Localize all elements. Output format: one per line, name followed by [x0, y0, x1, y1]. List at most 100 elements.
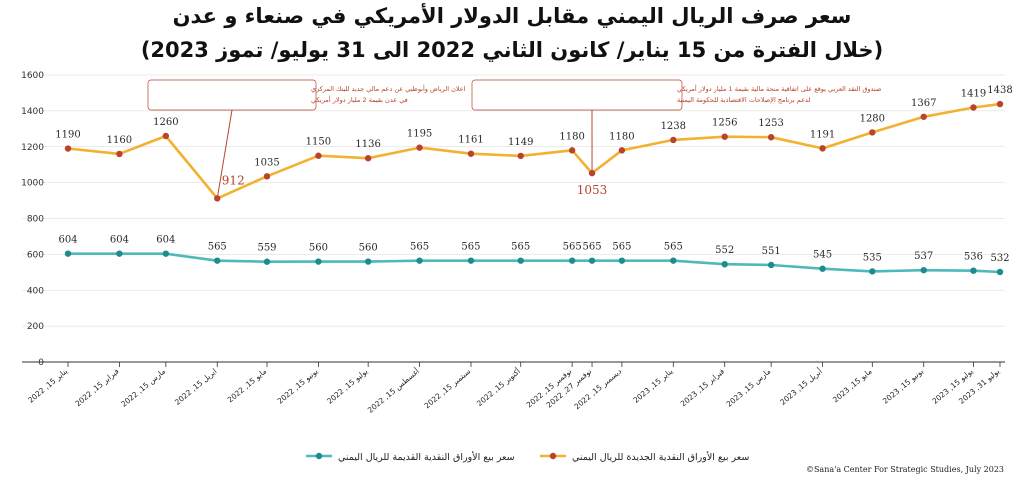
x-tick-label: فبراير 15, 2022	[73, 366, 121, 408]
y-tick-label: 0	[38, 358, 44, 368]
data-point	[263, 173, 271, 180]
data-point	[588, 169, 596, 177]
annotation-text: في عدن بقيمة 2 مليار دولار أمريكي	[311, 95, 408, 104]
data-point	[767, 134, 775, 141]
data-point	[869, 129, 876, 136]
data-label: 560	[359, 243, 378, 254]
data-label: 1367	[911, 98, 936, 109]
data-label: 537	[914, 251, 933, 262]
x-tick-label: يونيو 15, 2023	[881, 367, 925, 406]
annotation-text: لدعم برنامج الإصلاحات الاقتصادية للحكومة…	[677, 96, 810, 104]
x-tick-label: يونيو 15, 2022	[276, 367, 320, 406]
data-point	[162, 250, 170, 257]
chart-subtitle: (خلال الفترة من 15 يناير/ كانون الثاني 2…	[140, 38, 884, 62]
data-label: 1180	[559, 131, 584, 142]
x-tick-label: يناير 15, 2023	[632, 367, 675, 405]
x-tick-label: مارس 15, 2023	[725, 367, 773, 409]
x-tick-label: سبتمبر 15, 2022	[423, 367, 473, 411]
data-label: 1180	[609, 131, 634, 142]
data-label: 1136	[355, 139, 380, 150]
data-label: 552	[715, 245, 734, 256]
data-point	[568, 147, 576, 154]
legend-label: سعر بيع الأوراق النقدية القديمة للريال ا…	[338, 451, 515, 463]
annotation-box	[471, 79, 683, 111]
x-tick-label: ابريل 15, 2022	[173, 367, 219, 407]
data-point	[996, 100, 1004, 108]
data-point	[214, 195, 221, 202]
x-tick-label: أغسطس 15, 2022	[365, 366, 421, 415]
data-label: 1161	[458, 135, 483, 146]
data-label: 559	[257, 243, 276, 254]
data-label: 1035	[254, 157, 279, 168]
data-point	[416, 144, 423, 151]
data-label: 565	[612, 242, 631, 253]
annotation-box	[147, 79, 317, 111]
data-label: 604	[156, 235, 175, 246]
data-label: 565	[511, 242, 530, 253]
y-tick-label: 200	[27, 322, 44, 332]
data-label: 604	[110, 235, 129, 246]
data-point	[116, 250, 123, 257]
data-point	[670, 257, 677, 264]
y-tick-label: 400	[27, 286, 44, 296]
data-label: 1149	[508, 137, 533, 148]
y-tick-label: 1400	[21, 107, 44, 117]
data-label: 565	[208, 242, 227, 253]
data-label: 545	[813, 250, 832, 261]
annotation-text: صندوق النقد العربي يوقع على اتفاقية منحة…	[677, 84, 882, 93]
data-point	[467, 150, 475, 157]
data-point	[819, 265, 826, 272]
data-label: 565	[410, 242, 429, 253]
data-point	[970, 104, 977, 111]
x-tick-label: فبراير 15, 2023	[679, 366, 727, 408]
y-tick-label: 600	[27, 250, 44, 260]
data-label: 604	[58, 235, 77, 246]
source-credit: ©Sana'a Center For Strategic Studies, Ju…	[805, 465, 1004, 474]
legend-marker	[549, 452, 557, 460]
data-point	[517, 152, 524, 160]
data-point	[568, 257, 576, 264]
data-label: 1280	[860, 113, 885, 124]
data-label: 565	[664, 242, 683, 253]
data-point	[162, 132, 170, 140]
data-point	[721, 133, 728, 140]
x-tick-label: أكتوبر 15, 2022	[474, 366, 522, 408]
data-point	[214, 257, 221, 264]
data-point	[920, 266, 927, 274]
y-tick-label: 1200	[21, 143, 44, 153]
data-label: 560	[309, 243, 328, 254]
data-label: 1419	[961, 88, 986, 99]
series-line	[68, 252, 1001, 274]
data-label: 1256	[712, 118, 737, 129]
y-tick-label: 1000	[21, 179, 44, 189]
x-tick-label: مارس 15, 2022	[119, 367, 167, 409]
data-point	[364, 258, 372, 265]
data-label: 536	[964, 252, 983, 263]
data-point	[869, 268, 876, 275]
data-label: 565	[461, 242, 480, 253]
y-tick-label: 1600	[21, 71, 44, 81]
data-label: 1053	[577, 183, 608, 197]
annotation-text: اعلان الرياض وأبوظبي عن دعم مالي جديد لل…	[311, 84, 466, 93]
data-point	[670, 136, 677, 144]
x-tick-label: يناير 15, 2022	[26, 367, 69, 405]
data-point	[588, 257, 596, 264]
x-tick-label: مايو 15, 2022	[226, 367, 269, 405]
data-point	[315, 152, 322, 159]
data-point	[64, 250, 72, 257]
data-point	[263, 258, 271, 265]
data-label: 532	[990, 253, 1009, 264]
legend-marker	[315, 452, 323, 460]
data-point	[467, 257, 475, 264]
chart-title: سعر صرف الريال اليمني مقابل الدولار الأم…	[172, 4, 852, 28]
data-label: 912	[222, 173, 245, 187]
data-point	[721, 261, 728, 268]
data-label: 1260	[153, 117, 178, 128]
data-point	[996, 268, 1004, 276]
data-label: 1191	[810, 129, 835, 140]
annotation-leader	[216, 109, 233, 199]
data-label: 565	[582, 242, 601, 253]
data-point	[416, 257, 423, 264]
data-point	[116, 150, 123, 158]
